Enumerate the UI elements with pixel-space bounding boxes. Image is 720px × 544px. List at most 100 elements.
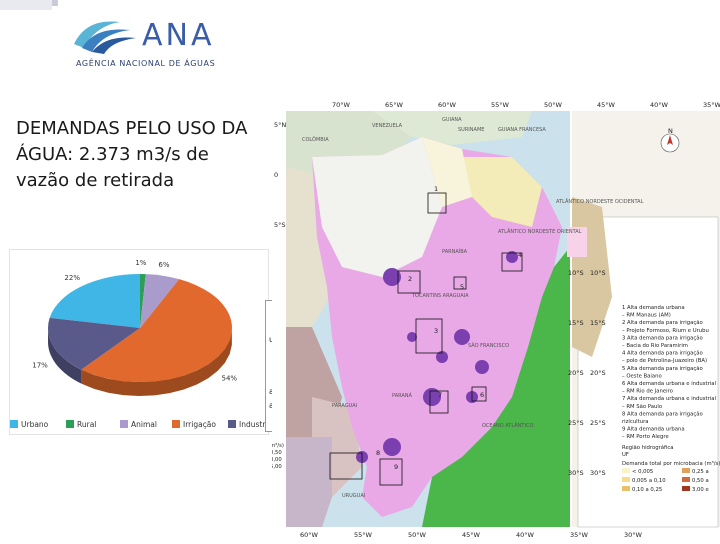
demand-hotspots [356, 251, 518, 463]
logo-text: ANA [142, 18, 215, 53]
legend-label: Rural [77, 420, 97, 429]
map-region-label: VENEZUELA [372, 123, 403, 129]
pie-slice-animal [140, 274, 180, 328]
atlantic-ocean-area [422, 247, 570, 527]
map-region-label: COLÔMBIA [302, 136, 329, 143]
legend-swatch [228, 420, 236, 428]
amazon-low-demand [312, 137, 442, 277]
pie-data-label: 17% [32, 361, 48, 369]
legend-item: Rural [66, 420, 96, 429]
map-left-legend-value: 5,00 [272, 464, 282, 470]
map-top-tick: 35°W [703, 101, 720, 109]
map-left-legend-value: m³/s) [272, 442, 284, 449]
map-legend-range: < 0,005 [632, 469, 653, 475]
map-legend-region: Região hidrográfica [622, 444, 673, 451]
map-top-tick: 55°W [491, 101, 510, 109]
map-region-label: URUGUAI [342, 493, 365, 499]
map-legend-item: – RM São Paulo [622, 404, 662, 410]
map-marker-number: 4 [518, 251, 522, 259]
map-top-tick: 70°W [332, 101, 351, 109]
map-right-tick: 25°S [590, 419, 606, 427]
pie-data-label: 1% [135, 259, 146, 267]
map-bottom-tick: 40°W [516, 531, 535, 539]
map-legend-item: – RM Porto Alegre [622, 434, 669, 440]
map-region-label: PARNAÍBA [442, 248, 468, 255]
pie-slice-side-irrigação [81, 331, 232, 396]
legend-label: Industrial [239, 420, 275, 429]
map-left-legend-value: 0,50 [272, 450, 282, 456]
argentina-region [286, 437, 332, 527]
map-legend-range: 0,25 a [692, 469, 709, 475]
legend-item: Animal [120, 420, 157, 429]
map-inner-tick: 20°S [568, 369, 584, 377]
map-left-tick: 5°S [274, 221, 286, 229]
ana-logo [70, 14, 210, 74]
map-legend-item: 7 Alta demanda urbana e industrial [622, 396, 716, 402]
map-legend-item: 3 Alta demanda para irrigação [622, 335, 703, 341]
map-legend-range: 0,005 a 0,10 [632, 478, 666, 484]
map-inner-tick: 15°S [568, 319, 584, 327]
north-arrow-icon: N [660, 127, 680, 153]
map-top-tick: 60°W [438, 101, 457, 109]
pie-chart-panel: 22% 1% 6% 54% 17% [9, 249, 269, 435]
pie-chart: 22% 1% 6% 54% 17% [32, 259, 237, 396]
legend-item: Industrial [228, 420, 274, 429]
corner-decoration [0, 0, 52, 10]
map-region-label: SURINAME [458, 127, 484, 133]
legend-item: Urbano [10, 420, 48, 429]
pie-slice-urbano [49, 274, 140, 328]
map-left-tick: 0 [274, 171, 278, 179]
map-legend-demand-title: Demanda total por microbacia (m³/s) [622, 460, 720, 467]
pie-slice-rural [140, 274, 146, 328]
map-region-label: PARANÁ [392, 392, 413, 399]
map-bottom-tick: 60°W [300, 531, 319, 539]
map-legend-item: rizicultura [622, 419, 649, 425]
map-legend-range: 3,00 e [692, 487, 709, 493]
map-legend-item: 9 Alta demanda urbana [622, 427, 685, 433]
pie-slice-industrial [48, 317, 140, 370]
wave-logo-icon [74, 21, 136, 54]
map-region-label: GUIANA FRANCESA [498, 127, 546, 133]
pie-legend: Urbano Rural Animal Irrigação Industrial [8, 420, 274, 432]
northeast-region [452, 157, 542, 227]
map-left-legend-value: 3,00 [272, 457, 282, 463]
map-legend-swatch [622, 477, 630, 482]
map-legend-item: – Bacia do Rio Paramirim [622, 343, 688, 349]
map-legend-item: 2 Alta demanda para irrigação [622, 320, 703, 326]
legend-swatch [120, 420, 128, 428]
legend-swatch [66, 420, 74, 428]
map-inner-tick: 30°S [568, 469, 584, 477]
legend-item: Irrigação [172, 420, 216, 429]
corner-decoration-small [52, 0, 58, 6]
guianas-region [372, 111, 532, 145]
map-legend-swatch [682, 486, 690, 491]
marker-boxes [329, 192, 523, 486]
map-right-tick: 15°S [590, 319, 606, 327]
slide-title: DEMANDAS PELO USO DA ÁGUA: 2.373 m3/s de… [16, 118, 248, 191]
legend-label: Urbano [21, 420, 49, 429]
map-marker-number: 3 [434, 327, 438, 335]
map-legend-range: 0,10 a 0,25 [632, 487, 662, 493]
map-region-label: GUIANA [442, 117, 462, 123]
map-legend-swatch [622, 468, 630, 473]
map-left-tick: 5°N [274, 121, 286, 129]
pie-slice-side-industrial [48, 329, 82, 384]
map-region-label: ATLÂNTICO NORDESTE OCIDENTAL [556, 198, 644, 205]
map-legend-item: 1 Alta demanda urbana [622, 305, 685, 311]
map-marker-number: 2 [408, 275, 412, 283]
map-legend-item: – RM Rio de Janeiro [622, 389, 673, 395]
map-region-label: SÃO FRANCISCO [468, 342, 509, 349]
map-legend-swatch [682, 477, 690, 482]
map-marker-number: 7 [438, 391, 442, 399]
map-legend-item: 6 Alta demanda urbana e industrial [622, 381, 716, 387]
map-bottom-tick: 55°W [354, 531, 373, 539]
map-marker-number: 5 [460, 283, 464, 291]
map-region-label: PARAGUAI [332, 403, 357, 409]
map-bottom-tick: 35°W [570, 531, 589, 539]
map-inner-tick: 10°S [568, 269, 584, 277]
map-legend-swatch [622, 486, 630, 491]
map-marker-number: 1 [434, 185, 438, 193]
map-bottom-tick: 45°W [462, 531, 481, 539]
map-legend-item: 8 Alta demanda para irrigação [622, 411, 703, 417]
map-inner-tick: 25°S [568, 419, 584, 427]
